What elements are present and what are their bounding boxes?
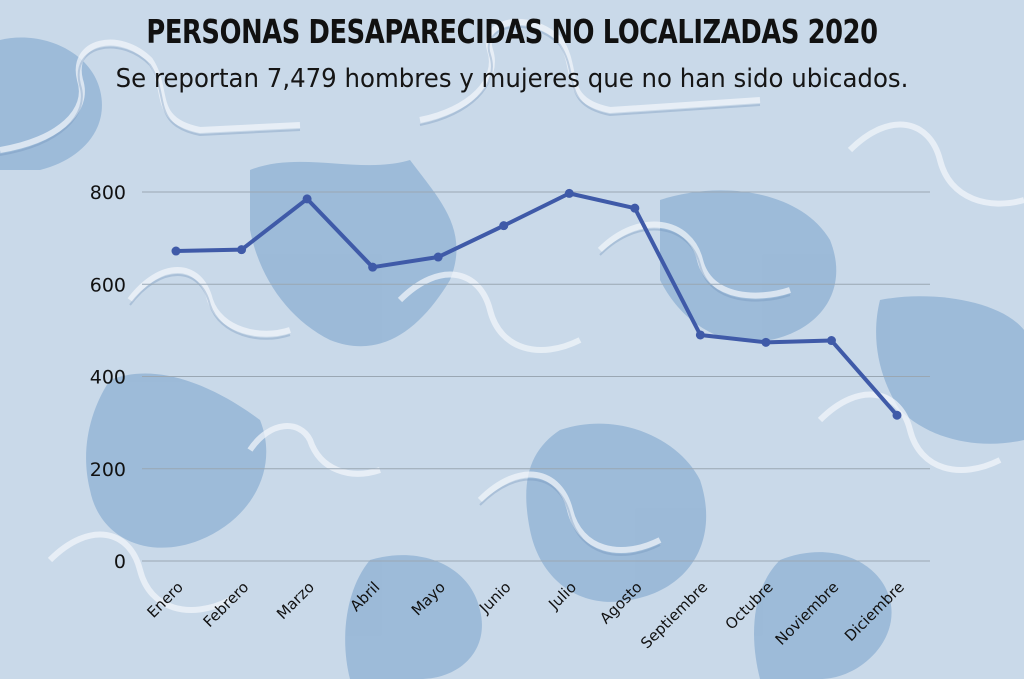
y-tick-label: 0 [114,551,126,573]
y-tick-label: 400 [90,367,126,389]
y-tick-label: 600 [90,274,126,296]
x-tick-label: Julio [544,578,580,614]
chart-title: PERSONAS DESAPARECIDAS NO LOCALIZADAS 20… [146,12,878,51]
x-tick-label: Junio [475,578,514,617]
data-points-layer [171,188,902,420]
x-axis-ticks: Enero Febrero Marzo Abril Mayo Junio Julio Agos… [144,578,908,652]
data-point-septiembre [695,330,705,340]
x-tick-label: Febrero [200,578,253,631]
x-tick-label: Marzo [273,578,318,623]
x-tick-label: Octubre [722,578,777,633]
data-point-marzo [302,194,312,204]
x-tick-label: Mayo [408,578,449,619]
series-line-layer [174,191,899,418]
y-tick-label: 800 [90,182,126,204]
data-point-octubre [761,337,771,347]
data-point-enero [171,246,181,256]
series-line [174,191,899,418]
data-point-junio [499,221,509,231]
data-point-abril [368,262,378,272]
x-tick-label: Abril [346,578,383,615]
data-point-diciembre [892,410,902,420]
y-tick-label: 200 [90,459,126,481]
data-point-agosto [630,203,640,213]
y-axis-ticks: 0 200 400 600 800 [90,182,126,573]
data-point-mayo [433,252,443,262]
x-tick-label: Diciembre [841,578,908,645]
chart-subtitle: Se reportan 7,479 hombres y mujeres que … [115,64,909,94]
x-tick-label: Noviembre [772,578,843,649]
data-point-julio [564,188,574,198]
data-point-febrero [237,245,247,255]
data-point-noviembre [826,336,836,346]
x-tick-label: Septiembre [637,578,711,652]
grid-layer [142,191,930,562]
x-tick-label: Enero [144,578,187,621]
x-tick-label: Agosto [596,578,645,627]
